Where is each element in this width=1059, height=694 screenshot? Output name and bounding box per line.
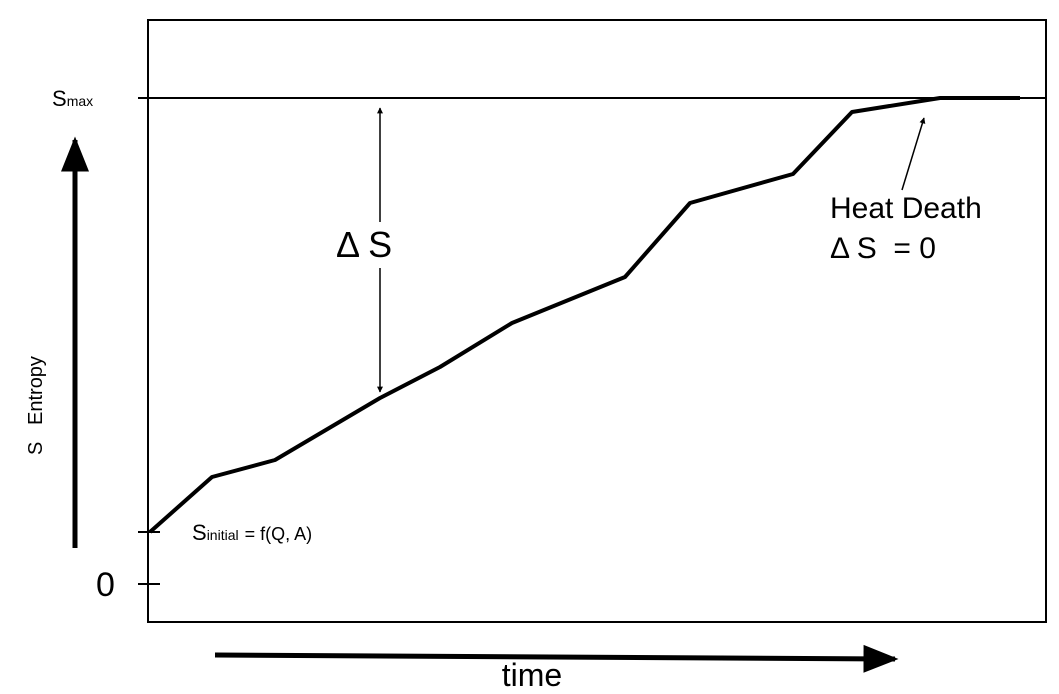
s-initial-rest: = f(Q, A) — [245, 524, 313, 544]
heat-death-arrow — [901, 117, 926, 191]
zero-label: 0 — [96, 566, 115, 604]
delta-s-label: Δ S — [336, 224, 392, 265]
x-axis-label: time — [502, 657, 562, 693]
s-max-main: S — [52, 86, 67, 111]
heat-death-label: Heat Death — [830, 192, 982, 225]
heat-death-delta: Δ S = 0 — [830, 232, 936, 265]
s-initial-sub: initial — [207, 527, 239, 543]
x-axis-arrow — [214, 644, 899, 673]
s-initial-label: Sinitial = f(Q, A) — [192, 520, 312, 545]
s-initial-main: S — [192, 520, 207, 545]
y-axis-label: S Entropy — [25, 356, 47, 455]
frame — [147, 19, 1047, 623]
entropy-curve — [148, 96, 1020, 534]
s-max-sub: max — [67, 93, 93, 109]
s-max-label: Smax — [52, 86, 93, 111]
